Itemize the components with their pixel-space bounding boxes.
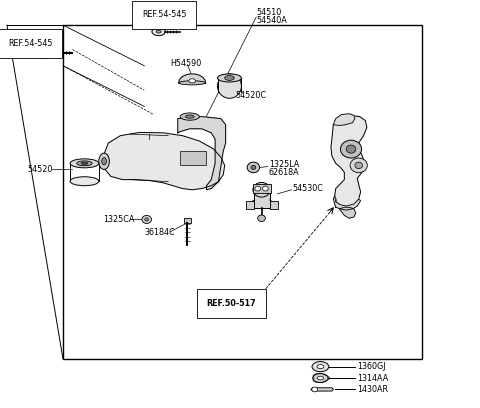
Circle shape bbox=[346, 145, 356, 153]
Bar bbox=[270, 201, 278, 209]
Ellipse shape bbox=[317, 365, 324, 369]
Circle shape bbox=[263, 186, 268, 191]
Ellipse shape bbox=[70, 177, 99, 186]
Bar bbox=[183, 218, 191, 223]
Ellipse shape bbox=[180, 113, 199, 120]
Text: 54540A: 54540A bbox=[257, 16, 288, 25]
Circle shape bbox=[350, 158, 367, 173]
Ellipse shape bbox=[152, 27, 165, 35]
Polygon shape bbox=[311, 388, 333, 391]
Polygon shape bbox=[339, 207, 356, 218]
Text: 62618A: 62618A bbox=[269, 168, 300, 177]
Ellipse shape bbox=[225, 75, 234, 80]
Text: 1325LA: 1325LA bbox=[269, 160, 299, 169]
Circle shape bbox=[145, 218, 149, 221]
Text: 54530C: 54530C bbox=[293, 184, 324, 193]
Text: 54520C: 54520C bbox=[235, 91, 266, 100]
Text: 54520: 54520 bbox=[27, 165, 52, 174]
Ellipse shape bbox=[102, 157, 107, 165]
Circle shape bbox=[251, 165, 256, 169]
Bar bbox=[63, 25, 422, 359]
Polygon shape bbox=[331, 115, 367, 207]
Ellipse shape bbox=[179, 81, 205, 85]
Ellipse shape bbox=[217, 74, 241, 82]
Text: 1314AA: 1314AA bbox=[357, 374, 388, 383]
Bar bbox=[180, 151, 206, 165]
Circle shape bbox=[340, 140, 361, 158]
Polygon shape bbox=[178, 117, 226, 190]
Text: 54510: 54510 bbox=[257, 8, 282, 17]
Text: REF.54-545: REF.54-545 bbox=[142, 11, 186, 20]
Text: H54590: H54590 bbox=[170, 59, 202, 68]
Ellipse shape bbox=[77, 161, 92, 166]
Polygon shape bbox=[333, 114, 355, 126]
Polygon shape bbox=[333, 196, 360, 210]
Text: 36184C: 36184C bbox=[144, 228, 175, 237]
Text: REF.54-545: REF.54-545 bbox=[8, 39, 52, 48]
Ellipse shape bbox=[99, 153, 109, 169]
Circle shape bbox=[312, 387, 318, 392]
Ellipse shape bbox=[70, 159, 99, 168]
Bar bbox=[253, 184, 271, 193]
Bar bbox=[254, 192, 270, 208]
Ellipse shape bbox=[81, 162, 88, 164]
Text: REF.50-517: REF.50-517 bbox=[206, 299, 256, 308]
Ellipse shape bbox=[39, 51, 46, 55]
Ellipse shape bbox=[312, 361, 329, 372]
Ellipse shape bbox=[156, 30, 161, 33]
Polygon shape bbox=[179, 74, 205, 83]
Ellipse shape bbox=[317, 376, 324, 380]
Text: 1430AR: 1430AR bbox=[357, 385, 388, 394]
Ellipse shape bbox=[33, 47, 52, 58]
Bar bbox=[246, 201, 254, 209]
Circle shape bbox=[253, 182, 270, 197]
Circle shape bbox=[255, 186, 261, 191]
Text: 1360GJ: 1360GJ bbox=[357, 362, 386, 371]
Text: 1325CA: 1325CA bbox=[104, 215, 135, 224]
Ellipse shape bbox=[313, 374, 328, 383]
Ellipse shape bbox=[189, 79, 195, 83]
Ellipse shape bbox=[217, 74, 241, 98]
Circle shape bbox=[355, 162, 362, 169]
Polygon shape bbox=[104, 133, 225, 190]
Circle shape bbox=[258, 215, 265, 222]
Circle shape bbox=[142, 215, 152, 224]
Ellipse shape bbox=[185, 115, 194, 118]
Circle shape bbox=[247, 162, 260, 173]
